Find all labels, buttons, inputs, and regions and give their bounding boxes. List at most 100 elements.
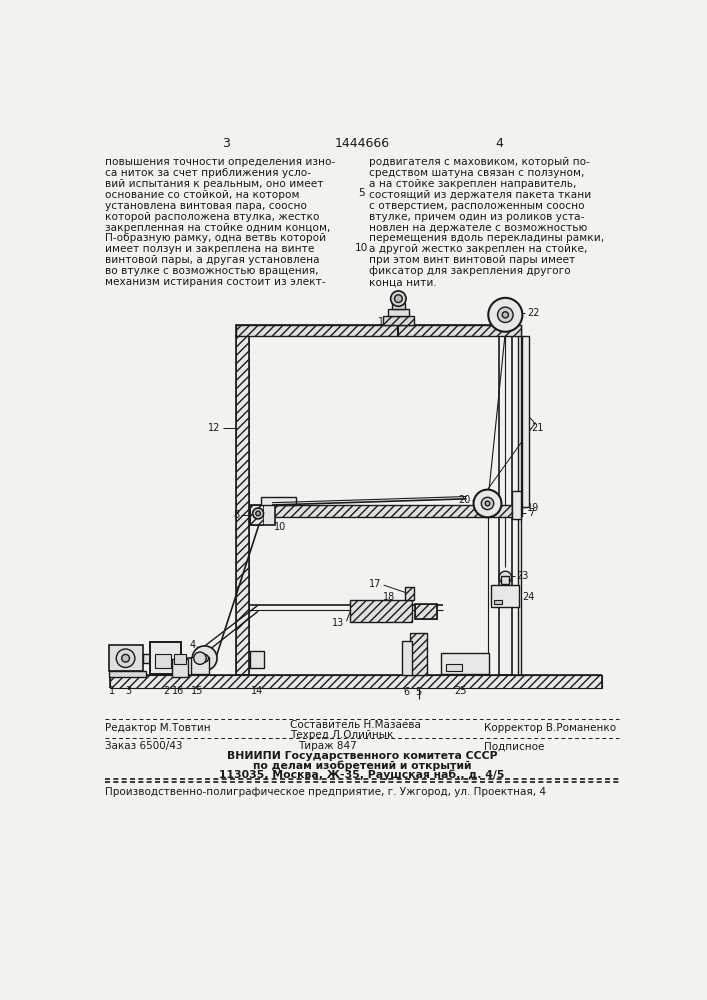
Bar [522, 336, 529, 507]
Text: основание со стойкой, на котором: основание со стойкой, на котором [105, 190, 300, 200]
Text: 13: 13 [332, 618, 344, 628]
Text: 1444666: 1444666 [334, 137, 390, 150]
Text: конца нити.: конца нити. [369, 277, 437, 287]
Text: фиксатор для закрепления другого: фиксатор для закрепления другого [369, 266, 571, 276]
Bar [236, 325, 521, 336]
Circle shape [474, 490, 501, 517]
Circle shape [481, 497, 493, 510]
Bar [109, 645, 143, 671]
Text: 20: 20 [458, 495, 470, 505]
Bar [410, 633, 427, 675]
Bar [151, 642, 182, 674]
Circle shape [201, 654, 209, 662]
Text: 24: 24 [522, 592, 534, 602]
Bar [512, 507, 522, 516]
Bar [109, 671, 146, 677]
Bar [494, 600, 502, 604]
Bar [250, 651, 264, 668]
Text: которой расположена втулка, жестко: которой расположена втулка, жестко [105, 212, 320, 222]
Text: 25: 25 [454, 686, 467, 696]
Text: 21: 21 [532, 423, 544, 433]
Bar [155, 654, 170, 668]
Text: повышения точности определения изно-: повышения точности определения изно- [105, 157, 336, 167]
Text: Тираж 847: Тираж 847 [298, 741, 356, 751]
Text: 22: 22 [527, 308, 539, 318]
Bar [250, 505, 275, 525]
Bar [392, 303, 404, 309]
Circle shape [116, 649, 135, 667]
Text: 10: 10 [274, 522, 287, 532]
Text: 19: 19 [527, 503, 539, 513]
Bar [512, 491, 521, 519]
Text: установлена винтовая пара, соосно: установлена винтовая пара, соосно [105, 201, 308, 211]
Text: 3: 3 [221, 137, 230, 150]
Text: Корректор В.Романенко: Корректор В.Романенко [484, 723, 616, 733]
Bar [236, 336, 249, 675]
Bar [441, 653, 489, 674]
Text: 17: 17 [369, 579, 381, 589]
Text: состоящий из держателя пакета ткани: состоящий из держателя пакета ткани [369, 190, 591, 200]
Bar [404, 587, 414, 600]
Circle shape [252, 508, 264, 519]
Bar [518, 325, 521, 675]
Text: Производственно-полиграфическое предприятие, г. Ужгород, ул. Проектная, 4: Производственно-полиграфическое предприя… [105, 787, 547, 797]
Text: Составитель Н.Мазаева: Составитель Н.Мазаева [290, 720, 421, 730]
Text: 5: 5 [416, 687, 421, 697]
Text: 16: 16 [172, 686, 185, 696]
Text: средством шатуна связан с ползуном,: средством шатуна связан с ползуном, [369, 168, 584, 178]
Text: 9: 9 [262, 502, 268, 512]
Circle shape [502, 312, 508, 318]
Bar [387, 309, 409, 316]
Text: са ниток за счет приближения усло-: са ниток за счет приближения усло- [105, 168, 311, 178]
Text: 14: 14 [251, 686, 264, 696]
Bar [383, 316, 414, 325]
Bar [491, 585, 519, 607]
Bar [351, 600, 412, 622]
Bar [236, 325, 499, 336]
Bar [110, 675, 602, 688]
Text: 15: 15 [191, 686, 203, 696]
Bar [236, 325, 499, 336]
Text: 11: 11 [378, 317, 391, 327]
Text: 113035, Москва, Ж-35, Раушская наб., д. 4/5: 113035, Москва, Ж-35, Раушская наб., д. … [219, 770, 505, 780]
Bar [143, 654, 151, 663]
Text: 4: 4 [495, 137, 503, 150]
Text: втулке, причем один из роликов уста-: втулке, причем один из роликов уста- [369, 212, 584, 222]
Text: 1: 1 [109, 686, 115, 696]
Circle shape [194, 652, 206, 664]
Text: 18: 18 [383, 592, 395, 602]
Text: 2: 2 [163, 686, 169, 696]
Circle shape [122, 654, 129, 662]
Bar [416, 604, 437, 619]
Bar [192, 657, 209, 674]
Text: 4: 4 [189, 640, 195, 650]
Text: 5: 5 [358, 188, 365, 198]
Text: имеет ползун и закреплена на винте: имеет ползун и закреплена на винте [105, 244, 315, 254]
Bar [249, 505, 512, 517]
Bar [261, 497, 296, 505]
Text: 3: 3 [125, 686, 131, 696]
Text: с отверстием, расположенным соосно: с отверстием, расположенным соосно [369, 201, 585, 211]
Text: Подписное: Подписное [484, 741, 544, 751]
Circle shape [499, 571, 512, 584]
Text: ВНИИПИ Государственного комитета СССР: ВНИИПИ Государственного комитета СССР [227, 751, 497, 761]
Text: при этом винт винтовой пары имеет: при этом винт винтовой пары имеет [369, 255, 575, 265]
Text: закрепленная на стойке одним концом,: закрепленная на стойке одним концом, [105, 223, 331, 233]
Text: 12: 12 [208, 423, 220, 433]
Text: по делам изобретений и открытий: по делам изобретений и открытий [252, 761, 471, 771]
Bar [250, 505, 263, 525]
Text: родвигателя с маховиком, который по-: родвигателя с маховиком, который по- [369, 157, 590, 167]
Text: 7: 7 [529, 508, 534, 518]
Text: перемещения вдоль перекладины рамки,: перемещения вдоль перекладины рамки, [369, 233, 604, 243]
Text: вий испытания к реальным, оно имеет: вий испытания к реальным, оно имеет [105, 179, 324, 189]
Circle shape [391, 291, 406, 306]
Circle shape [192, 646, 217, 671]
Bar [446, 664, 462, 671]
Text: 23: 23 [516, 571, 529, 581]
Text: новлен на держателе с возможностью: новлен на держателе с возможностью [369, 223, 588, 233]
Text: Техред Л.Олийнык: Техред Л.Олийнык [290, 730, 393, 740]
Text: механизм истирания состоит из элект-: механизм истирания состоит из элект- [105, 277, 326, 287]
Text: П-образную рамку, одна ветвь которой: П-образную рамку, одна ветвь которой [105, 233, 327, 243]
Text: во втулке с возможностью вращения,: во втулке с возможностью вращения, [105, 266, 319, 276]
Bar [416, 604, 437, 619]
